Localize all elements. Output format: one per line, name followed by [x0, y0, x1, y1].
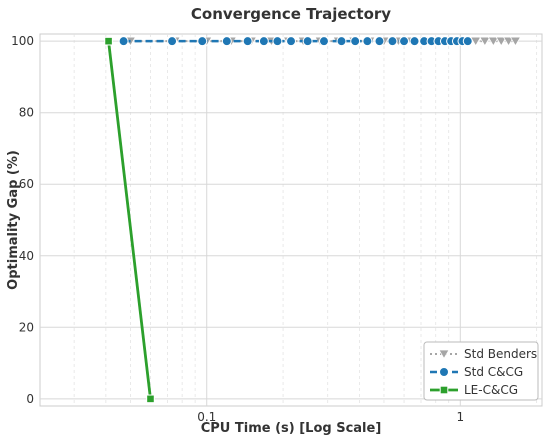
- std-c-cg-point: [221, 36, 232, 47]
- std-benders-point: [509, 36, 522, 47]
- y-tick-label: 80: [19, 106, 34, 120]
- legend: Std Benders Std C&CG LE-C&CG: [423, 341, 539, 401]
- x-tick-label: 0.1: [197, 410, 216, 424]
- y-tick-label: 100: [11, 34, 34, 48]
- std-c-cg-point: [350, 36, 361, 47]
- std-c-cg-point: [362, 36, 373, 47]
- std-benders-point: [495, 36, 507, 47]
- std-c-cg-point: [336, 36, 347, 47]
- std-c-cg-point: [167, 36, 178, 47]
- le-c-cg-point: [146, 394, 155, 404]
- std-c-cg-point: [272, 36, 283, 47]
- y-axis-label: Optimality Gap (%): [6, 150, 21, 290]
- legend-label: Std Benders: [464, 347, 537, 361]
- legend-label: LE-C&CG: [464, 383, 518, 397]
- std-benders-point: [487, 36, 500, 47]
- series-layer: [104, 36, 522, 404]
- std-c-cg-point: [242, 36, 253, 47]
- std-c-cg-point: [387, 36, 398, 47]
- std-c-cg-point: [318, 36, 329, 47]
- std-c-cg-point: [258, 36, 269, 47]
- legend-label: Std C&CG: [464, 365, 523, 379]
- x-axis-label: CPU Time (s) [Log Scale]: [201, 421, 382, 436]
- y-tick-label: 40: [19, 249, 34, 263]
- std-c-cg-point: [118, 36, 129, 47]
- y-tick-label: 20: [19, 320, 34, 334]
- minor-grid: [73, 34, 538, 406]
- le-c-cg-point: [104, 36, 113, 46]
- series-le-c-cg: [104, 36, 155, 404]
- std-benders-point: [479, 36, 491, 47]
- x-tick-label: 1: [456, 410, 464, 424]
- y-tick-label: 0: [26, 392, 34, 406]
- le-c-cg-line: [107, 40, 152, 400]
- legend-item-std-benders: Std Benders: [430, 347, 537, 361]
- std-benders-point: [469, 36, 482, 47]
- legend-item-le-c-cg: LE-C&CG: [430, 383, 518, 397]
- std-c-cg-point: [462, 36, 473, 47]
- std-benders-point: [502, 36, 515, 47]
- std-c-cg-point: [399, 36, 410, 47]
- legend-box: [423, 341, 539, 401]
- std-c-cg-point: [409, 36, 420, 47]
- legend-item-std-c-cg: Std C&CG: [430, 365, 523, 379]
- legend-swatch-marker: [439, 367, 449, 377]
- series-std-c-cg: [118, 36, 473, 47]
- y-tick-label: 60: [19, 177, 34, 191]
- tick-labels: 0.1 1 0 20 40 60 80 100: [11, 34, 464, 424]
- std-c-cg-point: [286, 36, 297, 47]
- chart-title: Convergence Trajectory: [191, 5, 391, 23]
- legend-swatch-marker: [439, 385, 449, 395]
- std-c-cg-point: [302, 36, 313, 47]
- std-c-cg-point: [197, 36, 208, 47]
- legend-swatch-marker: [438, 349, 450, 360]
- std-c-cg-point: [374, 36, 385, 47]
